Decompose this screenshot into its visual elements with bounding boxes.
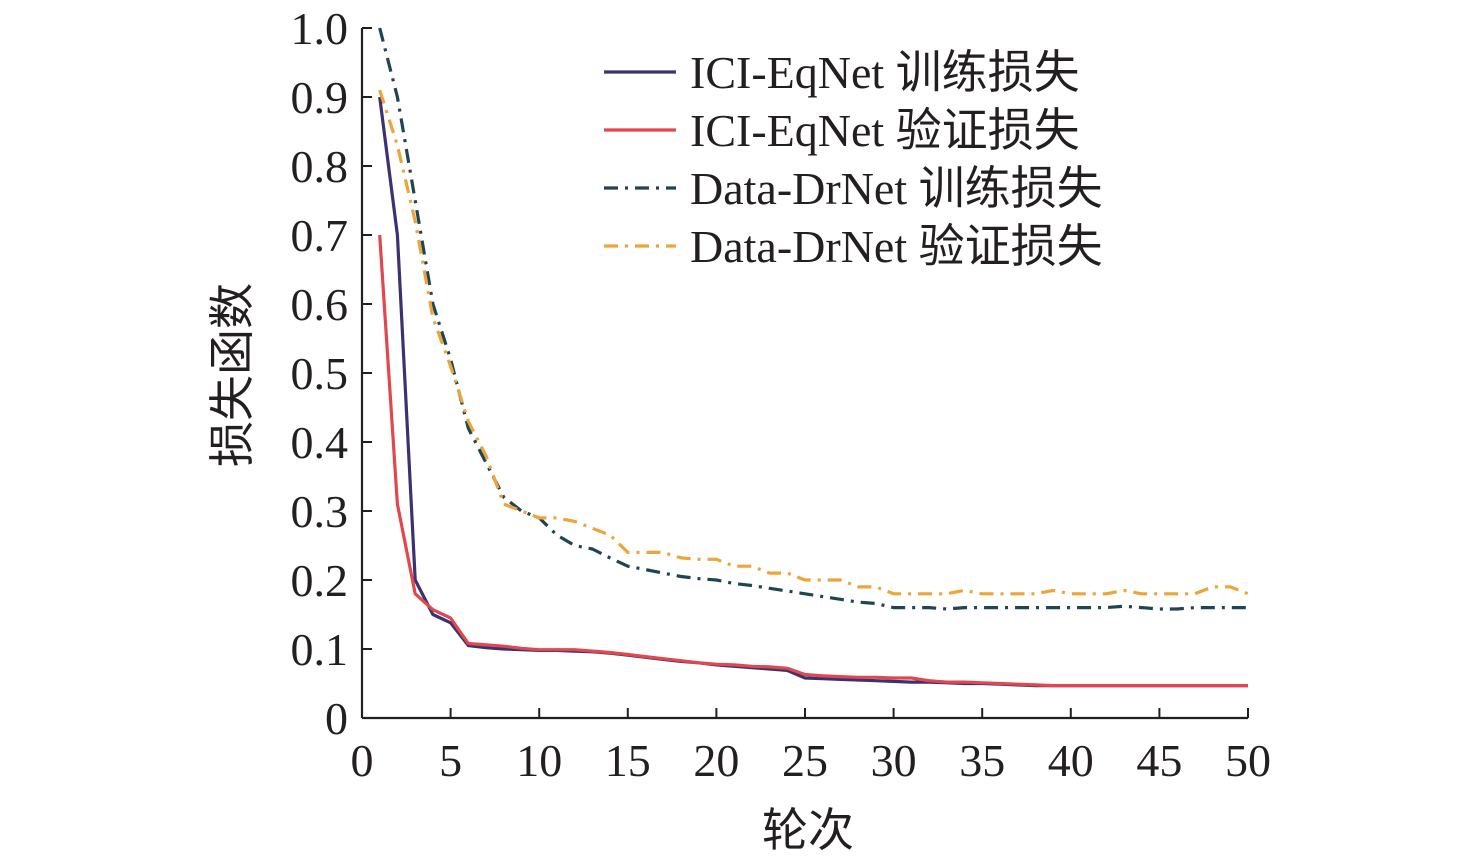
x-tick-label: 45 bbox=[1136, 735, 1182, 786]
series-lines bbox=[378, 27, 1249, 688]
x-tick-label: 40 bbox=[1048, 735, 1094, 786]
x-tick-label: 30 bbox=[871, 735, 917, 786]
series-line-4 bbox=[378, 89, 1249, 596]
y-tick-label: 0.3 bbox=[291, 486, 349, 537]
y-tick-label: 1.0 bbox=[291, 3, 349, 54]
x-tick-label: 20 bbox=[693, 735, 739, 786]
series-line-2 bbox=[378, 234, 1248, 688]
x-tick-label: 15 bbox=[605, 735, 651, 786]
y-tick-label: 0.6 bbox=[291, 279, 349, 330]
legend-label-4: Data-DrNet 验证损失 bbox=[690, 221, 1103, 272]
axes: 0 0.1 0.2 0.3 0.4 0.5 0.6 0.7 0.8 0.9 1.0 0 5 10 15 20 2… bbox=[291, 3, 1272, 786]
y-tick-label: 0.4 bbox=[291, 417, 349, 468]
legend-label-1: ICI-EqNet 训练损失 bbox=[690, 47, 1080, 98]
legend: ICI-EqNet 训练损失 ICI-EqNet 验证损失 Data-DrNet 训… bbox=[604, 47, 1103, 272]
x-tick-label: 0 bbox=[351, 735, 374, 786]
y-tick-label: 0.5 bbox=[291, 348, 349, 399]
y-axis-title: 损失函数 bbox=[205, 283, 259, 467]
x-tick-label: 5 bbox=[439, 735, 462, 786]
x-tick-label: 25 bbox=[782, 735, 828, 786]
legend-label-2: ICI-EqNet 验证损失 bbox=[690, 105, 1080, 156]
y-tick-label: 0.2 bbox=[291, 555, 349, 606]
x-tick-label: 10 bbox=[516, 735, 562, 786]
legend-label-3: Data-DrNet 训练损失 bbox=[690, 163, 1103, 214]
y-tick-label: 0 bbox=[325, 693, 348, 744]
x-axis-title: 轮次 bbox=[762, 803, 854, 857]
y-tick-label: 0.7 bbox=[291, 210, 349, 261]
y-tick-label: 0.9 bbox=[291, 72, 349, 123]
x-tick-label: 35 bbox=[959, 735, 1005, 786]
x-tick-label: 50 bbox=[1225, 735, 1271, 786]
y-tick-label: 0.8 bbox=[291, 141, 349, 192]
y-tick-label: 0.1 bbox=[291, 624, 349, 675]
